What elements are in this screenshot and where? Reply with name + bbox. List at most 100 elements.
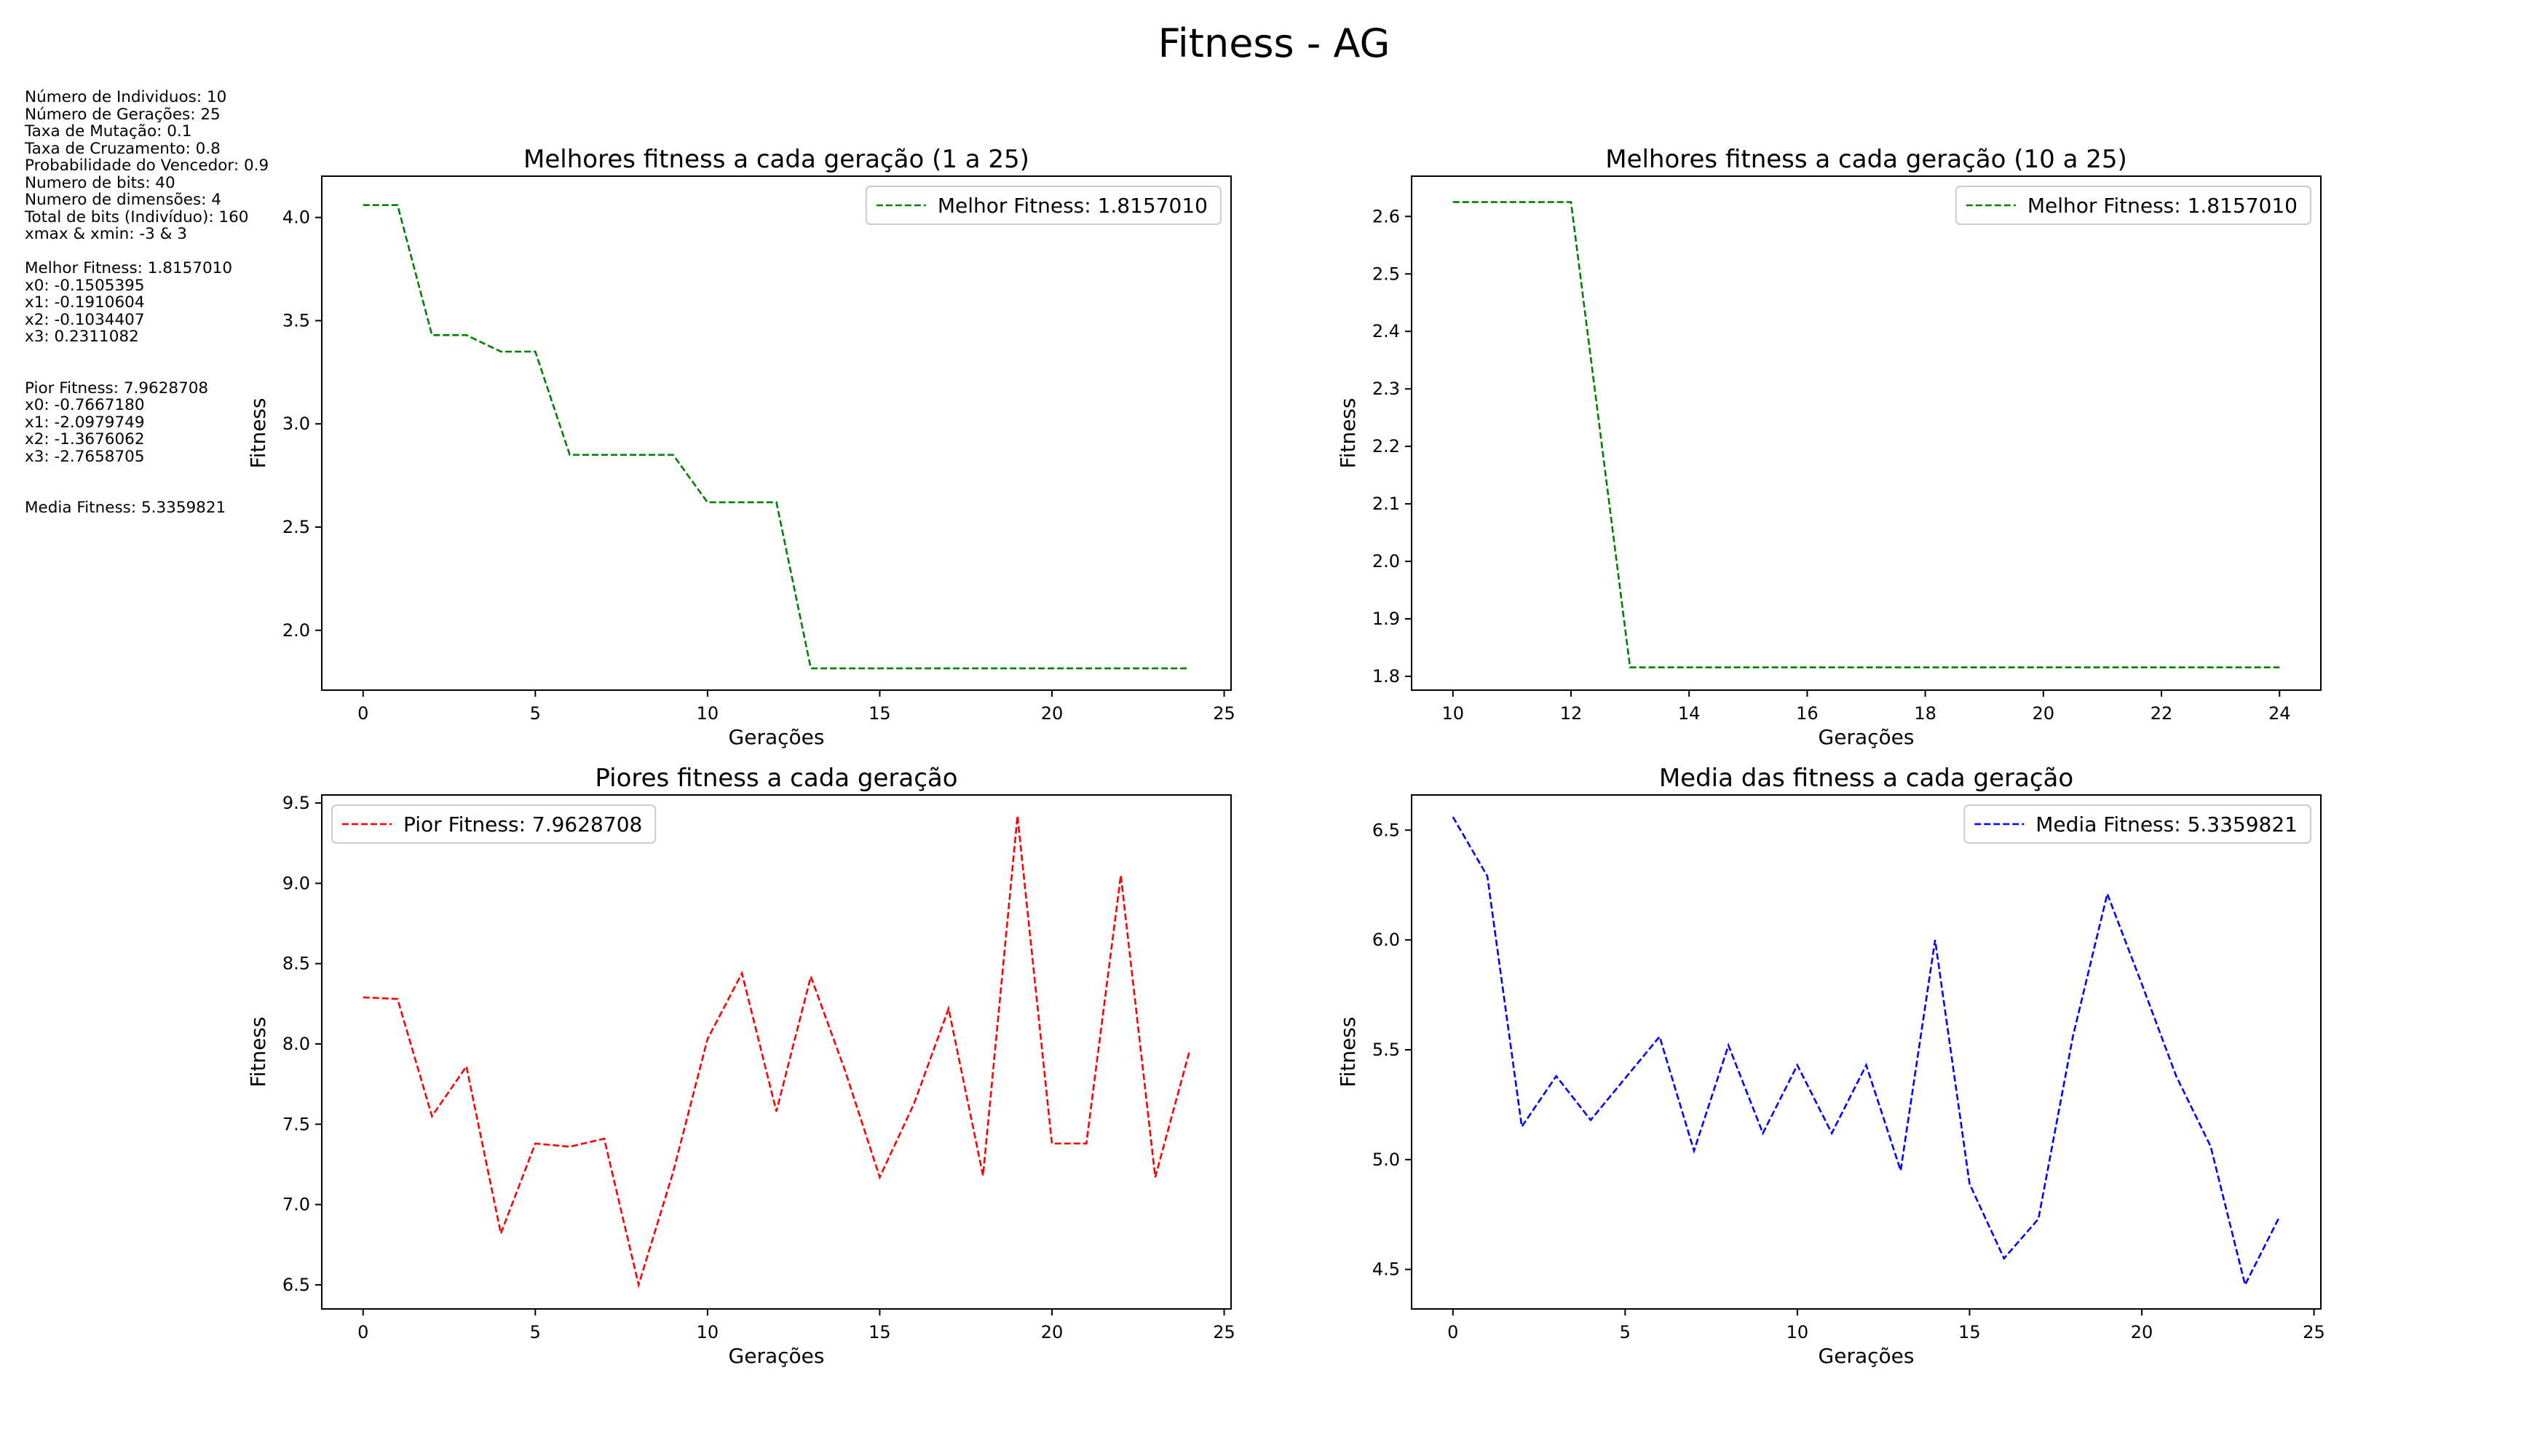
legend: Media Fitness: 5.3359821 xyxy=(1963,804,2311,844)
worst-x1: x1: -2.0979749 xyxy=(25,413,145,432)
chart-title: Melhores fitness a cada geração (10 a 25… xyxy=(1605,145,2127,174)
y-axis-label: Fitness xyxy=(1336,398,1360,469)
axes-frame xyxy=(1411,175,2322,691)
data-point xyxy=(1796,1064,1799,1067)
y-tick-label: 6.5 xyxy=(282,1275,310,1295)
y-tick-label: 1.8 xyxy=(1372,666,1400,687)
param-bits: Numero de bits: 40 xyxy=(25,173,175,192)
figure-title: Fitness - AG xyxy=(1158,20,1390,66)
data-point xyxy=(1693,1150,1696,1152)
axes-frame xyxy=(1411,794,2322,1310)
y-tick-label: 2.5 xyxy=(1372,264,1400,284)
worst-x0: x0: -0.7667180 xyxy=(25,396,145,414)
worst-x2: x2: -1.3676062 xyxy=(25,430,145,448)
axes-frame xyxy=(321,175,1232,691)
y-axis-label: Fitness xyxy=(246,1017,270,1088)
legend: Melhor Fitness: 1.8157010 xyxy=(865,186,1222,225)
x-tick-label: 20 xyxy=(1041,703,1064,724)
x-tick-label: 20 xyxy=(2033,703,2055,724)
y-tick-label: 1.9 xyxy=(1372,609,1400,629)
x-tick-label: 10 xyxy=(1787,1322,1809,1342)
legend-label: Melhor Fitness: 1.8157010 xyxy=(938,194,1208,218)
data-point xyxy=(2003,1257,2006,1260)
y-tick-label: 7.0 xyxy=(282,1195,310,1215)
data-point xyxy=(2037,1217,2040,1220)
x-tick-label: 22 xyxy=(2151,703,2173,724)
data-point xyxy=(1727,1044,1730,1047)
legend-label: Media Fitness: 5.3359821 xyxy=(2035,812,2298,836)
best-fitness-label: Melhor Fitness: 1.8157010 xyxy=(25,259,233,277)
x-axis-label: Gerações xyxy=(729,1344,825,1368)
x-tick-label: 14 xyxy=(1678,703,1701,724)
x-tick-label: 0 xyxy=(357,703,368,724)
data-point xyxy=(2106,893,2109,895)
legend-box xyxy=(865,186,1222,225)
mean-fitness-label: Media Fitness: 5.3359821 xyxy=(25,499,226,517)
y-tick-label: 2.3 xyxy=(1372,379,1400,399)
x-tick-label: 15 xyxy=(869,703,891,724)
data-point xyxy=(2175,1075,2177,1077)
y-tick-label: 9.5 xyxy=(282,793,310,813)
series-line xyxy=(363,204,1190,670)
legend-label: Melhor Fitness: 1.8157010 xyxy=(2027,194,2298,218)
x-tick-label: 10 xyxy=(1441,703,1464,724)
chart-title: Piores fitness a cada geração xyxy=(595,764,957,793)
y-tick-label: 2.0 xyxy=(1372,551,1400,571)
y-tick-label: 9.0 xyxy=(282,873,310,893)
data-point xyxy=(2244,1283,2247,1286)
x-axis-label: Gerações xyxy=(1819,725,1915,749)
y-tick-label: 4.0 xyxy=(282,207,310,228)
legend: Pior Fitness: 7.9628708 xyxy=(331,804,657,844)
chart-title: Melhores fitness a cada geração (1 a 25) xyxy=(523,145,1029,174)
legend-box xyxy=(1963,804,2311,844)
param-mutation-rate: Taxa de Mutação: 0.1 xyxy=(25,122,192,141)
x-tick-label: 0 xyxy=(1447,1322,1458,1342)
data-point xyxy=(1589,1119,1592,1122)
data-point xyxy=(2278,1215,2281,1218)
x-tick-label: 15 xyxy=(869,1322,891,1342)
best-x2: x2: -0.1034407 xyxy=(25,310,145,329)
x-tick-label: 15 xyxy=(1958,1322,1981,1342)
y-tick-label: 7.5 xyxy=(282,1114,310,1134)
param-crossover-rate: Taxa de Cruzamento: 0.8 xyxy=(25,139,221,158)
x-tick-label: 5 xyxy=(1620,1322,1631,1342)
x-tick-label: 12 xyxy=(1560,703,1583,724)
y-tick-label: 2.6 xyxy=(1372,206,1400,226)
x-tick-label: 0 xyxy=(357,1322,368,1342)
y-axis-label: Fitness xyxy=(246,398,270,469)
y-tick-label: 2.5 xyxy=(282,517,310,537)
x-tick-label: 25 xyxy=(1213,703,1235,724)
x-tick-label: 24 xyxy=(2268,703,2291,724)
data-point xyxy=(1452,815,1455,818)
data-point xyxy=(1934,938,1936,941)
data-point xyxy=(1899,1169,1902,1172)
y-tick-label: 6.5 xyxy=(1372,820,1400,840)
data-point xyxy=(1968,1182,1971,1185)
x-tick-label: 5 xyxy=(530,1322,541,1342)
param-winner-probability: Probabilidade do Vencedor: 0.9 xyxy=(25,157,269,175)
x-tick-label: 20 xyxy=(1041,1322,1064,1342)
data-point xyxy=(1865,1064,1868,1067)
data-point xyxy=(1623,1077,1626,1080)
series-line xyxy=(1452,201,2280,668)
best-x0: x0: -0.1505395 xyxy=(25,276,145,295)
param-bounds: xmax & xmin: -3 & 3 xyxy=(25,225,187,243)
y-tick-label: 4.5 xyxy=(1372,1259,1400,1280)
x-tick-label: 25 xyxy=(1213,1322,1235,1342)
y-tick-label: 2.0 xyxy=(282,620,310,641)
param-total-bits: Total de bits (Indivíduo): 160 xyxy=(25,207,249,226)
x-tick-label: 25 xyxy=(2303,1322,2325,1342)
x-tick-label: 10 xyxy=(697,703,719,724)
data-point xyxy=(1658,1035,1661,1038)
x-tick-label: 5 xyxy=(530,703,541,724)
legend: Melhor Fitness: 1.8157010 xyxy=(1955,186,2311,225)
y-tick-label: 6.0 xyxy=(1372,930,1400,950)
best-x1: x1: -0.1910604 xyxy=(25,293,145,312)
legend-label: Pior Fitness: 7.9628708 xyxy=(403,812,642,836)
data-point xyxy=(2140,982,2143,985)
y-tick-label: 3.5 xyxy=(282,310,310,331)
y-tick-label: 2.4 xyxy=(1372,321,1400,341)
